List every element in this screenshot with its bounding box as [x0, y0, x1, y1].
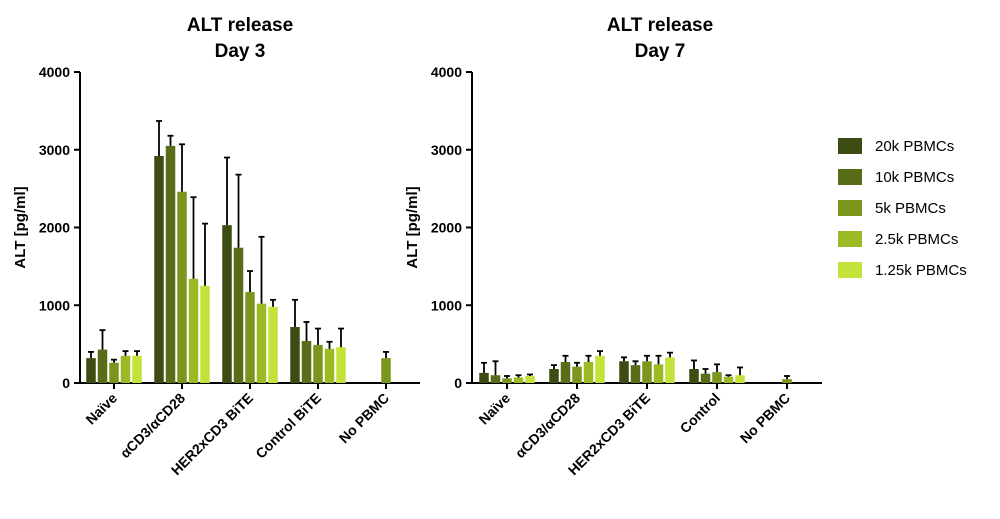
- bar: [336, 347, 346, 383]
- chart-title: ALT release: [187, 15, 293, 36]
- bar: [723, 376, 734, 383]
- bar: [256, 303, 267, 383]
- bar: [513, 377, 524, 383]
- bar: [381, 358, 391, 383]
- y-tick-label: 1000: [431, 297, 462, 313]
- y-tick-label: 1000: [39, 297, 70, 313]
- y-tick-label: 0: [454, 375, 462, 391]
- bar: [290, 327, 300, 383]
- bar: [630, 365, 641, 383]
- x-tick-label: No PBMC: [737, 390, 793, 446]
- bar: [735, 375, 745, 383]
- bar: [109, 362, 119, 383]
- bar: [490, 375, 501, 383]
- chart-subtitle: Day 7: [635, 41, 686, 62]
- bar: [120, 355, 131, 383]
- bar: [525, 376, 535, 383]
- bar: [165, 145, 176, 383]
- x-tick-label: Naïve: [475, 390, 513, 428]
- x-tick-label: No PBMC: [336, 390, 392, 446]
- bar: [712, 372, 722, 383]
- bar: [177, 191, 187, 383]
- bar: [642, 361, 652, 383]
- y-tick-label: 4000: [431, 64, 462, 80]
- bar: [572, 366, 582, 383]
- legend-label: 1.25k PBMCs: [875, 262, 967, 279]
- legend-swatch: [838, 138, 862, 154]
- y-tick-label: 3000: [431, 142, 462, 158]
- bar: [653, 364, 664, 383]
- chart-subtitle: Day 3: [215, 41, 266, 62]
- y-axis-label: ALT [pg/ml]: [12, 186, 29, 268]
- bar: [188, 278, 199, 383]
- bar: [665, 357, 675, 383]
- bar: [782, 379, 792, 383]
- y-tick-label: 3000: [39, 142, 70, 158]
- bar: [502, 378, 512, 383]
- bar: [479, 372, 489, 383]
- bar: [86, 358, 96, 383]
- bar: [154, 155, 164, 383]
- bar: [245, 292, 255, 383]
- bar: [97, 349, 108, 383]
- bar: [700, 373, 711, 383]
- bar: [689, 369, 699, 383]
- bar: [583, 362, 594, 383]
- bar: [549, 369, 559, 383]
- bar: [324, 348, 335, 383]
- x-tick-label: Control: [677, 390, 724, 437]
- legend-label: 10k PBMCs: [875, 169, 954, 186]
- x-tick-label: Control BiTE: [252, 390, 324, 462]
- legend-swatch: [838, 231, 862, 247]
- bar: [301, 341, 312, 383]
- bar: [560, 362, 571, 383]
- y-axis-label: ALT [pg/ml]: [404, 186, 421, 268]
- legend-swatch: [838, 262, 862, 278]
- x-tick-label: αCD3/αCD28: [512, 390, 583, 461]
- y-tick-label: 2000: [431, 220, 462, 236]
- y-tick-label: 2000: [39, 220, 70, 236]
- legend-label: 2.5k PBMCs: [875, 231, 958, 248]
- legend-label: 5k PBMCs: [875, 200, 946, 217]
- chart-title: ALT release: [607, 15, 713, 36]
- legend-swatch: [838, 200, 862, 216]
- bar: [268, 306, 278, 383]
- bar: [595, 355, 605, 383]
- bar: [222, 225, 232, 383]
- y-tick-label: 4000: [39, 64, 70, 80]
- legend-swatch: [838, 169, 862, 185]
- bar: [233, 247, 244, 383]
- bar: [132, 355, 142, 383]
- bar: [200, 285, 210, 383]
- bar: [313, 344, 323, 383]
- y-tick-label: 0: [62, 375, 70, 391]
- x-tick-label: αCD3/αCD28: [117, 390, 188, 461]
- x-tick-label: Naïve: [82, 390, 120, 428]
- legend-label: 20k PBMCs: [875, 138, 954, 155]
- bar: [619, 361, 629, 383]
